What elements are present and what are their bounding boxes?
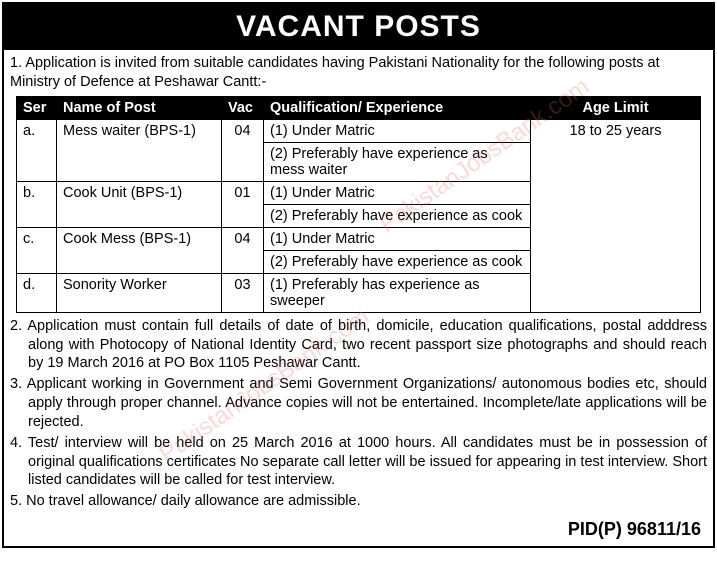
col-age: Age Limit (531, 96, 701, 119)
cell-qual: (1) Preferably has experience as sweeper (264, 273, 531, 312)
cell-post: Mess waiter (BPS-1) (57, 119, 222, 181)
col-qual: Qualification/ Experience (264, 96, 531, 119)
cell-vac: 01 (222, 181, 264, 227)
cell-post: Cook Mess (BPS-1) (57, 227, 222, 273)
cell-age: 18 to 25 years (531, 119, 701, 312)
cell-ser: c. (17, 227, 57, 273)
cell-qual: (2) Preferably have experience as mess w… (264, 142, 531, 181)
cell-ser: b. (17, 181, 57, 227)
posts-table: Ser Name of Post Vac Qualification/ Expe… (16, 96, 701, 313)
notes-section: 2. Application must contain full details… (4, 317, 713, 517)
table-header-row: Ser Name of Post Vac Qualification/ Expe… (17, 96, 701, 119)
note-3: 3. Applicant working in Government and S… (10, 375, 707, 432)
col-post: Name of Post (57, 96, 222, 119)
document-frame: VACANT POSTS 1. Application is invited f… (2, 2, 715, 548)
pid-reference: PID(P) 96811/16 (4, 517, 713, 546)
intro-paragraph: 1. Application is invited from suitable … (4, 50, 713, 94)
cell-post: Cook Unit (BPS-1) (57, 181, 222, 227)
cell-ser: a. (17, 119, 57, 181)
col-vac: Vac (222, 96, 264, 119)
cell-qual: (1) Under Matric (264, 227, 531, 250)
page-title: VACANT POSTS (4, 4, 713, 50)
cell-post: Sonority Worker (57, 273, 222, 312)
cell-qual: (1) Under Matric (264, 119, 531, 142)
col-ser: Ser (17, 96, 57, 119)
cell-vac: 04 (222, 119, 264, 181)
cell-ser: d. (17, 273, 57, 312)
cell-qual: (1) Under Matric (264, 181, 531, 204)
note-4: 4. Test/ interview will be held on 25 Ma… (10, 434, 707, 491)
cell-vac: 04 (222, 227, 264, 273)
note-2: 2. Application must contain full details… (10, 317, 707, 374)
cell-qual: (2) Preferably have experience as cook (264, 204, 531, 227)
note-5: 5. No travel allowance/ daily allowance … (10, 492, 707, 511)
table-row: a. Mess waiter (BPS-1) 04 (1) Under Matr… (17, 119, 701, 142)
cell-qual: (2) Preferably have experience as cook (264, 250, 531, 273)
cell-vac: 03 (222, 273, 264, 312)
